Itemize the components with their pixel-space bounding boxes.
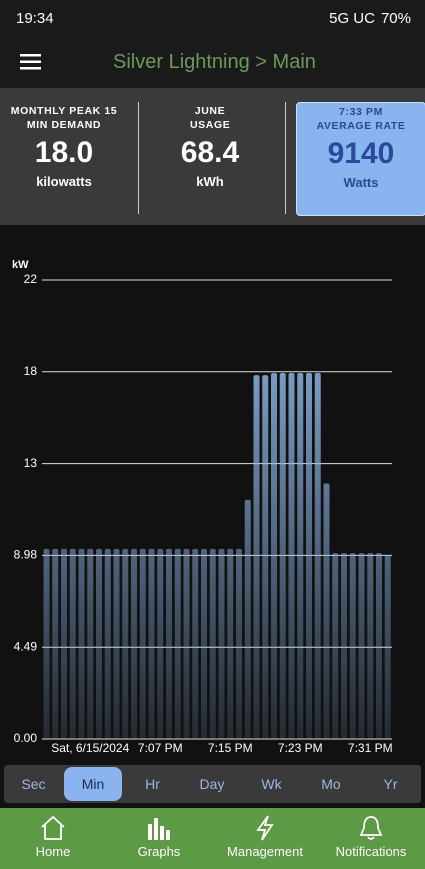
bar — [358, 552, 365, 739]
range-tab[interactable]: Yr — [383, 776, 398, 792]
stats-panel: MONTHLY PEAK 15 MIN DEMAND 18.0 kilowatt… — [0, 88, 425, 225]
bar — [367, 552, 374, 739]
nav-label: Notifications — [335, 844, 407, 859]
stat-label: MONTHLY PEAK 15 MIN DEMAND — [10, 105, 118, 131]
x-tick-label: 7:07 PM — [138, 741, 183, 755]
range-tab[interactable]: Hr — [145, 776, 160, 792]
range-tab[interactable]: Wk — [261, 776, 282, 792]
bar — [157, 548, 164, 739]
clock: 19:34 — [16, 10, 54, 27]
nav-home[interactable]: Home — [0, 808, 106, 869]
x-tick-label: 7:15 PM — [208, 741, 253, 755]
bar — [87, 548, 94, 739]
bar — [139, 548, 146, 739]
stat-value: 9140 — [327, 137, 395, 170]
bar — [174, 548, 181, 739]
y-tick-label: 22 — [24, 272, 38, 286]
bar — [341, 552, 347, 739]
bar — [253, 375, 260, 739]
y-tick-label: 13 — [24, 456, 38, 470]
home-icon — [41, 815, 65, 840]
chart: kW 0.00 4.49 8.98 13 18 22 Sat, 6/15/2024 7:07 … — [12, 259, 393, 755]
bar — [314, 373, 321, 739]
status-bar: 19:34 5G UC 70% — [0, 0, 425, 38]
bar — [306, 373, 312, 739]
bar — [69, 548, 76, 739]
bar — [227, 548, 234, 739]
range-tab[interactable]: Min — [64, 767, 122, 801]
battery: 70% — [380, 10, 411, 27]
nav-notifications[interactable]: Notifications — [318, 808, 424, 869]
stat-time: 7:33 PM — [339, 106, 383, 118]
range-tab[interactable]: Day — [199, 776, 225, 792]
app-title: Silver Lightning > Main — [113, 51, 316, 73]
bar — [78, 548, 85, 739]
bolt-icon — [256, 815, 274, 841]
x-tick-label: 7:23 PM — [278, 741, 323, 755]
bar — [376, 552, 382, 739]
stat-card: 7:33 PM AVERAGE RATE 9140 Watts — [296, 102, 425, 216]
menu-button[interactable] — [20, 53, 42, 71]
bar — [349, 552, 356, 739]
bar — [122, 548, 129, 739]
bar — [332, 552, 339, 739]
bar — [104, 548, 111, 739]
bar — [218, 548, 225, 739]
y-tick-label: 0.00 — [14, 731, 38, 745]
stat-unit: kilowatts — [36, 174, 92, 189]
separator — [138, 102, 139, 214]
bar — [262, 375, 269, 739]
bar — [96, 548, 102, 739]
bar — [279, 373, 286, 739]
stat-card: MONTHLY PEAK 15 MIN DEMAND 18.0 kilowatt… — [0, 102, 128, 214]
stat-card: JUNE USAGE 68.4 kWh — [146, 102, 274, 214]
separator — [285, 102, 286, 214]
bar — [148, 548, 155, 739]
bell-icon — [359, 816, 383, 840]
nav-label: Graphs — [137, 844, 181, 859]
bar — [323, 483, 330, 739]
stat-value: 68.4 — [180, 136, 240, 169]
y-tick-label: 4.49 — [14, 639, 38, 653]
stat-unit: Watts — [343, 175, 379, 190]
bar — [131, 548, 137, 739]
graphs-icon — [148, 818, 170, 840]
app-bar: Silver Lightning > Main — [0, 38, 425, 88]
bar — [271, 373, 277, 739]
y-tick-label: 8.98 — [14, 548, 38, 562]
bar — [43, 548, 50, 739]
x-tick-label: Sat, 6/15/2024 — [51, 741, 129, 755]
y-tick-label: 18 — [24, 364, 38, 378]
nav-management[interactable]: Management — [212, 808, 318, 869]
bar — [288, 373, 295, 739]
bar — [297, 373, 304, 739]
network: 5G UC — [329, 10, 375, 27]
stat-label: AVERAGE RATE — [316, 120, 406, 132]
x-tick-label: 7:31 PM — [348, 741, 393, 755]
range-tab[interactable]: Sec — [21, 776, 46, 792]
nav-label: Management — [227, 844, 303, 859]
y-axis-label: kW — [12, 259, 29, 271]
stat-value: 18.0 — [34, 136, 94, 169]
range-tabs: Sec Min Hr Day Wk Mo Yr — [4, 765, 421, 803]
status-icons: 5G UC 70% — [329, 10, 411, 27]
bar — [236, 548, 242, 739]
bar — [183, 548, 190, 739]
bar — [384, 554, 391, 739]
bar — [113, 548, 120, 739]
range-tab[interactable]: Mo — [321, 776, 341, 792]
bar — [166, 548, 172, 739]
bar — [201, 548, 207, 739]
stat-label: JUNE USAGE — [190, 105, 231, 131]
bar — [192, 548, 199, 739]
bottom-nav: Home Graphs Management Notifications — [0, 808, 425, 869]
bar — [52, 548, 59, 739]
bar — [209, 548, 216, 739]
stat-unit: kWh — [196, 174, 224, 189]
bar — [61, 548, 67, 739]
nav-graphs[interactable]: Graphs — [106, 808, 212, 869]
nav-label: Home — [35, 844, 71, 859]
bar — [244, 499, 251, 739]
